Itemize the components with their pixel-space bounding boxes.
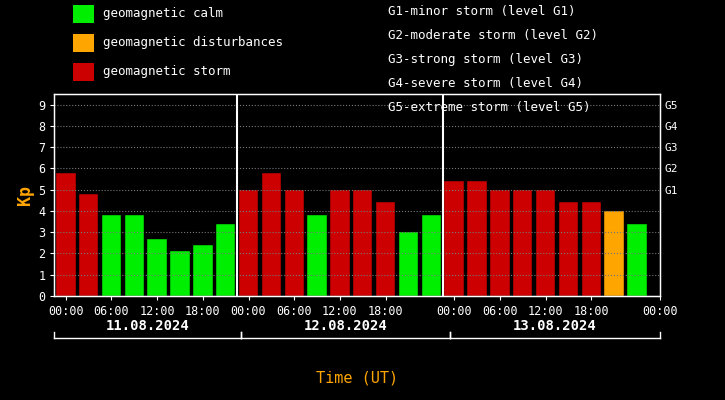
Bar: [422, 215, 441, 296]
Bar: [239, 190, 258, 296]
Text: 11.08.2024: 11.08.2024: [106, 319, 189, 333]
Text: G1-minor storm (level G1): G1-minor storm (level G1): [388, 5, 576, 18]
Bar: [147, 238, 167, 296]
Bar: [330, 190, 349, 296]
Bar: [581, 202, 601, 296]
Text: 12.08.2024: 12.08.2024: [304, 319, 387, 333]
Text: G4-severe storm (level G4): G4-severe storm (level G4): [388, 77, 583, 90]
Bar: [513, 190, 532, 296]
Bar: [102, 215, 121, 296]
Bar: [307, 215, 327, 296]
Bar: [216, 224, 236, 296]
Bar: [605, 211, 624, 296]
Text: geomagnetic calm: geomagnetic calm: [103, 8, 223, 20]
Bar: [559, 202, 578, 296]
Bar: [399, 232, 418, 296]
Bar: [490, 190, 510, 296]
Y-axis label: Kp: Kp: [16, 185, 34, 205]
Bar: [353, 190, 373, 296]
Bar: [376, 202, 395, 296]
Text: G5-extreme storm (level G5): G5-extreme storm (level G5): [388, 101, 590, 114]
Bar: [262, 173, 281, 296]
Bar: [193, 245, 212, 296]
Text: geomagnetic disturbances: geomagnetic disturbances: [103, 36, 283, 49]
Bar: [284, 190, 304, 296]
Bar: [79, 194, 99, 296]
Bar: [468, 181, 486, 296]
Text: Time (UT): Time (UT): [316, 370, 398, 386]
Bar: [536, 190, 555, 296]
Text: G2-moderate storm (level G2): G2-moderate storm (level G2): [388, 29, 598, 42]
Text: G3-strong storm (level G3): G3-strong storm (level G3): [388, 53, 583, 66]
Bar: [444, 181, 464, 296]
Text: geomagnetic storm: geomagnetic storm: [103, 65, 231, 78]
Text: 13.08.2024: 13.08.2024: [513, 319, 597, 333]
Bar: [627, 224, 647, 296]
Bar: [125, 215, 144, 296]
Bar: [56, 173, 75, 296]
Bar: [170, 251, 190, 296]
